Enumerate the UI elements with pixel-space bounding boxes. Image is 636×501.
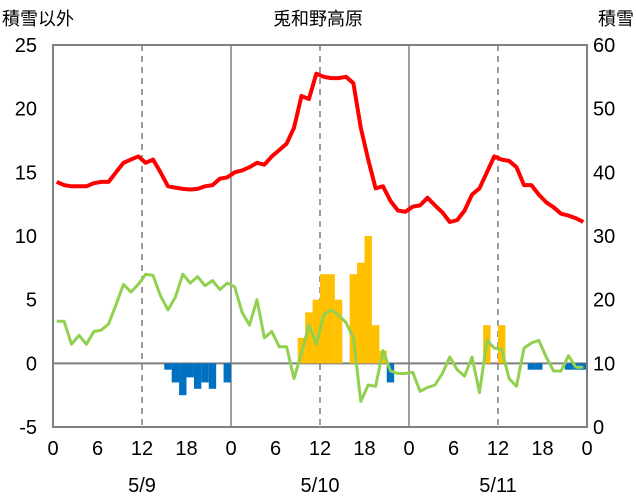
series-line	[55, 71, 585, 224]
series-lines	[55, 71, 585, 403]
bar	[327, 274, 335, 364]
bar	[186, 363, 194, 378]
bar	[334, 299, 343, 364]
left-tick-label: 20	[15, 99, 37, 121]
bar	[371, 325, 380, 364]
x-tick-label: 0	[225, 438, 236, 460]
x-tick-label: 0	[581, 438, 592, 460]
bar	[364, 236, 372, 364]
left-tick-label: 25	[15, 35, 37, 57]
bar	[193, 363, 202, 389]
bar	[201, 363, 209, 383]
x-tick-label: 6	[92, 438, 103, 460]
series-line	[56, 272, 584, 403]
x-tick-label: 0	[47, 438, 58, 460]
bar	[564, 363, 573, 370]
bar	[164, 363, 172, 370]
right-tick-label: 60	[593, 35, 615, 57]
right-tick-label: 50	[593, 99, 615, 121]
date-label: 5/9	[128, 475, 156, 497]
x-tick-labels: 0 6 12 18 0 6 12 18 0 6 12 18 0	[47, 438, 592, 460]
bar	[208, 363, 217, 389]
right-tick-label: 20	[593, 290, 615, 312]
bar	[527, 363, 536, 370]
right-tick-label: 40	[593, 162, 615, 184]
x-tick-label: 12	[309, 438, 331, 460]
left-tick-label: -5	[19, 417, 37, 439]
left-tick-label: 10	[15, 226, 37, 248]
bar	[498, 325, 506, 364]
bars	[164, 236, 587, 396]
x-tick-label: 12	[487, 438, 509, 460]
right-tick-label: 10	[593, 353, 615, 375]
bar	[171, 363, 180, 383]
left-tick-label: 15	[15, 162, 37, 184]
bar	[357, 262, 365, 364]
x-tick-label: 12	[131, 438, 153, 460]
bar	[349, 274, 358, 364]
x-tick-label: 6	[270, 438, 281, 460]
left-axis-label: 積雪以外	[2, 9, 74, 29]
bar	[223, 363, 231, 383]
x-tick-label: 18	[531, 438, 553, 460]
chart-title: 兎和野高原	[273, 9, 363, 29]
left-tick-label: 0	[26, 353, 37, 375]
x-tick-label: 6	[448, 438, 459, 460]
date-labels: 5/9 5/10 5/11	[128, 475, 517, 497]
x-tick-label: 18	[175, 438, 197, 460]
right-axis-label: 積雪	[598, 9, 634, 29]
x-tick-label: 18	[353, 438, 375, 460]
date-label: 5/10	[301, 475, 340, 497]
right-tick-label: 0	[593, 417, 604, 439]
left-tick-label: 5	[26, 290, 37, 312]
x-tick-label: 0	[403, 438, 414, 460]
date-label: 5/11	[479, 475, 516, 497]
right-tick-label: 30	[593, 226, 615, 248]
bar	[305, 312, 313, 364]
right-tick-labels: 60 50 40 30 20 10 0	[593, 35, 615, 439]
bar	[386, 363, 395, 383]
plot-frame	[52, 44, 588, 428]
bar	[312, 299, 320, 364]
left-tick-labels: 25 20 15 10 5 0 -5	[15, 35, 37, 439]
bar	[535, 363, 543, 370]
bar	[179, 363, 187, 396]
